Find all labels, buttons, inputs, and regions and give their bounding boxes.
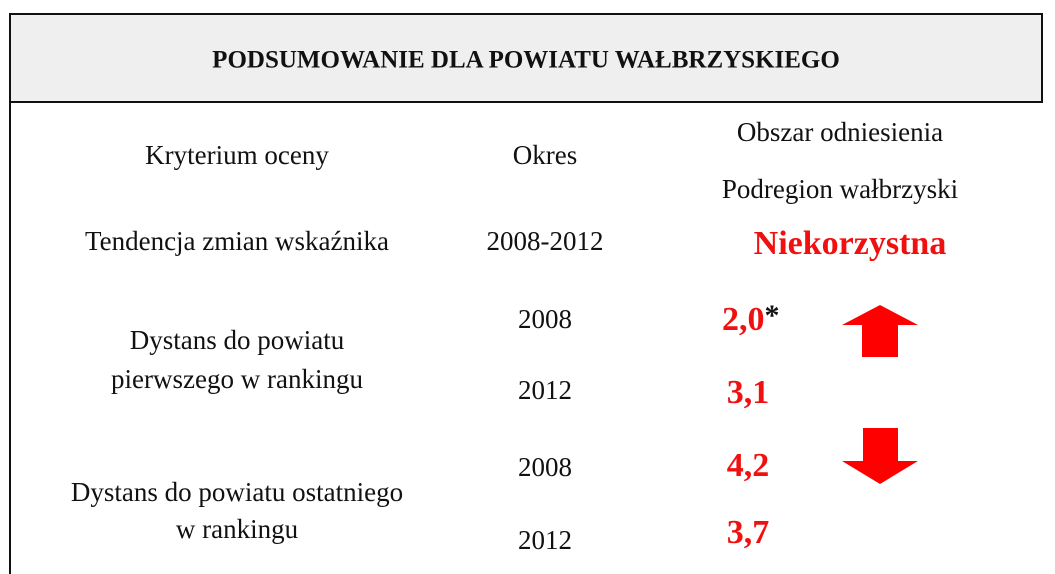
criterion: Tendencja zmian wskaźnika xyxy=(85,226,389,256)
period: 2008 xyxy=(518,452,572,482)
down-arrow xyxy=(842,428,918,484)
value-with-note: 2,0* xyxy=(722,299,780,338)
value: 2,0 xyxy=(722,301,765,338)
criterion: w rankingu xyxy=(176,514,299,544)
title: PODSUMOWANIE DLA POWIATU WAŁBRZYSKIEGO xyxy=(212,47,840,74)
value: 3,7 xyxy=(727,514,770,551)
period: 2008-2012 xyxy=(487,226,604,256)
period: 2008 xyxy=(518,304,572,334)
head-subregion: Podregion wałbrzyski xyxy=(722,174,958,204)
up-arrow xyxy=(842,305,918,357)
criterion: pierwszego w rankingu xyxy=(111,364,363,394)
value: 3,1 xyxy=(727,374,770,411)
head-area: Obszar odniesienia xyxy=(737,117,943,147)
period: 2012 xyxy=(518,375,572,405)
header-box xyxy=(9,13,1043,103)
criterion: Dystans do powiatu xyxy=(130,325,345,355)
value: Niekorzystna xyxy=(754,225,947,262)
criterion: Dystans do powiatu ostatniego xyxy=(71,477,403,507)
head-period: Okres xyxy=(513,140,577,170)
note: * xyxy=(765,299,780,332)
head-criterion: Kryterium oceny xyxy=(145,140,329,170)
value: 4,2 xyxy=(727,447,770,484)
period: 2012 xyxy=(518,525,572,555)
